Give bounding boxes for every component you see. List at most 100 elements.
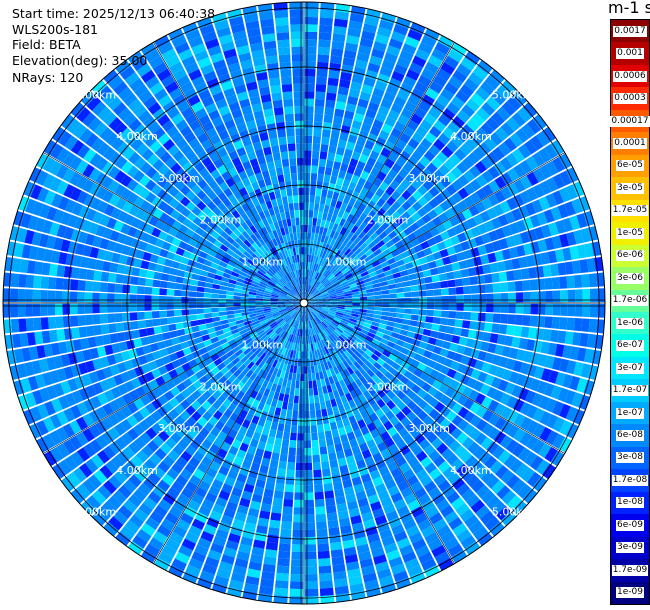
range-gate [180,341,190,350]
range-gate [154,557,170,571]
range-gate [249,343,257,351]
range-gate [334,585,350,595]
range-gate [312,462,321,471]
range-gate [582,303,591,318]
colorbar-level: 1.7e-09 [611,559,649,582]
range-gate [440,230,450,241]
range-gate [393,96,407,108]
range-gate [472,66,489,81]
range-gate [405,173,416,184]
range-gate [525,202,537,216]
range-gate [382,333,391,341]
range-gate [265,315,274,320]
range-gate [209,151,220,163]
range-gate [272,246,279,255]
range-gate [453,327,462,336]
range-gate [371,194,381,204]
range-gate [106,217,117,230]
range-gate [382,362,392,371]
range-gate [278,294,287,299]
range-gate [328,221,335,230]
range-gate [223,87,236,98]
range-gate [337,403,346,413]
range-gate [89,409,101,424]
colorbar-level: 3e-09 [611,536,649,560]
range-gate [396,195,407,206]
range-gate [211,582,228,594]
range-gate [354,536,368,547]
range-gate [314,342,319,350]
range-gate [152,127,166,140]
range-gate [175,137,188,150]
range-gate [318,241,324,250]
range-gate [281,439,290,448]
range-gate [275,317,283,323]
range-gate [301,314,303,322]
range-gate [268,268,275,276]
range-gate [27,375,39,391]
range-gate [507,168,520,182]
range-gate [141,212,153,224]
range-gate [383,175,394,186]
range-gate [263,296,271,300]
range-gate [381,535,396,547]
range-gate [235,360,244,369]
range-gate [283,226,290,235]
range-gate [344,424,353,434]
range-gate [505,152,519,167]
range-gate [474,235,485,247]
range-gate [316,61,329,71]
range-gate [551,235,562,249]
range-gate [281,276,288,284]
range-gate [281,312,289,318]
range-ring-label: 1.00km [241,339,283,352]
range-gate [324,220,331,229]
range-gate [262,563,276,573]
range-gate [302,314,304,322]
range-gate [296,157,304,166]
range-gate [336,503,348,513]
range-gate [351,445,361,455]
range-gate [367,295,375,300]
range-gate [444,387,456,398]
range-gate [384,116,397,128]
range-gate [330,541,343,551]
range-gate [573,274,583,288]
range-gate [362,196,371,207]
range-gate [338,354,346,363]
range-gate [353,274,362,281]
range-gate [484,322,493,333]
range-gate [35,374,46,389]
range-gate [273,313,281,319]
range-gate [463,196,475,208]
range-gate [457,394,468,406]
range-gate [313,280,319,288]
range-gate [515,292,524,303]
azimuth-line [43,152,305,304]
range-gate [157,394,169,406]
range-gate [330,55,343,65]
range-gate [407,232,417,242]
range-gate [424,322,433,330]
range-gate [453,371,464,382]
range-gate [316,218,322,227]
range-gate [166,251,176,261]
range-gate [102,480,117,495]
range-gate [337,457,347,467]
range-gate [367,209,377,219]
range-gate [491,111,506,126]
range-gate [400,347,410,356]
range-gate [217,202,227,212]
range-gate [168,352,179,362]
range-gate [519,362,531,375]
range-gate [477,244,488,256]
range-gate [334,286,343,291]
range-gate [256,311,265,316]
range-gate [317,333,323,341]
range-gate [206,200,217,211]
range-gate [281,355,287,364]
range-gate [238,52,252,63]
range-gate [409,320,418,327]
range-gate [486,207,498,220]
range-gate [276,281,284,288]
